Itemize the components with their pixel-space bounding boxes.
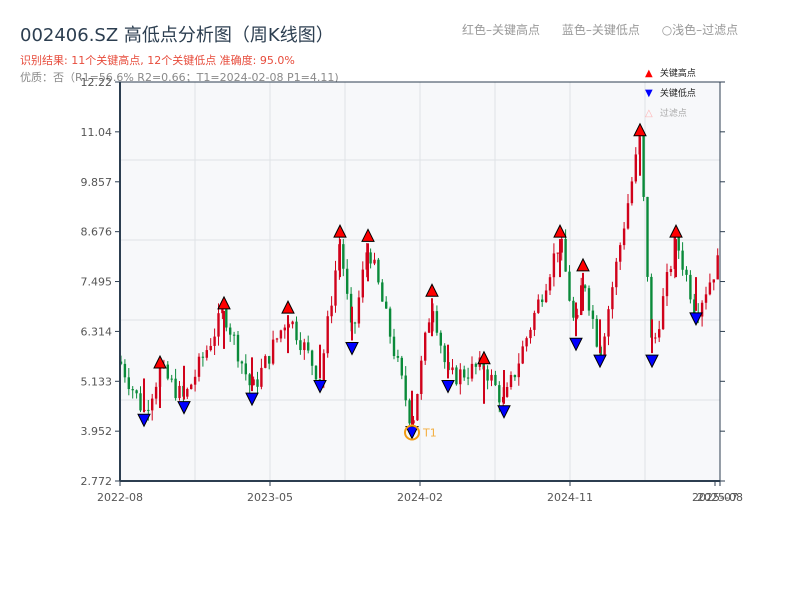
- key-high-marker: [281, 299, 295, 314]
- blue-legend-text: 蓝色–关键低点: [561, 23, 640, 37]
- x-tick-label: 2024-02: [397, 491, 443, 504]
- key-low-marker: [245, 392, 259, 407]
- y-tick-label: 6.314: [81, 325, 113, 338]
- key-high-marker: [217, 295, 231, 310]
- key-low-marker: [313, 379, 327, 394]
- axes: 2.772 3.952 5.133 6.314 7.495 8.676 9.857 11.04…: [81, 76, 743, 504]
- key-low-marker: [345, 341, 359, 356]
- key-low-marker: [689, 312, 703, 327]
- page-title: 002406.SZ 高低点分析图（周K线图）: [20, 25, 334, 46]
- y-tick-label: 9.857: [81, 176, 113, 189]
- key-low-marker: [441, 379, 455, 394]
- key-high-marker: [477, 350, 491, 365]
- key-low-marker: [177, 401, 191, 415]
- red-up-triangle-icon: ▲: [645, 68, 653, 79]
- legend-item-high: ▲ 关键高点: [645, 68, 696, 79]
- x-tick-label: 2025-07: [692, 491, 738, 504]
- key-high-marker: [576, 257, 590, 272]
- key-high-marker: [333, 223, 347, 238]
- y-tick-label: 7.495: [81, 276, 113, 289]
- key-high-marker: [633, 122, 647, 137]
- result-summary: 识别结果: 11个关键高点, 12个关键低点 准确度: 95.0%: [20, 54, 295, 67]
- x-tick-label: 2022-08: [97, 491, 143, 504]
- y-tick-label: 12.22: [81, 76, 113, 89]
- quality-summary: 优质：否（R1=56.6% R2=0.66；T1=2024-02-08 P1=4…: [20, 71, 339, 84]
- key-high-marker: [669, 223, 683, 238]
- y-tick-label: 5.133: [81, 375, 113, 388]
- x-tick-label: 2024-11: [547, 491, 593, 504]
- key-low-marker: [569, 337, 583, 352]
- red-legend-text: 红色–关键高点: [462, 23, 541, 37]
- x-tick-label: 2023-05: [247, 491, 293, 504]
- key-high-marker: [553, 223, 567, 238]
- key-high-marker: [153, 354, 167, 369]
- light-legend-text: ○浅色–过滤点: [661, 23, 739, 37]
- y-tick-label: 8.676: [81, 226, 113, 239]
- legend-item-low: ▼ 关键低点: [645, 88, 696, 99]
- key-low-marker: [497, 405, 511, 419]
- y-tick-label: 3.952: [81, 425, 113, 438]
- color-legend: 红色–关键高点 蓝色–关键低点 ○浅色–过滤点: [462, 21, 738, 38]
- key-high-marker: [361, 228, 375, 242]
- legend-item-filtered: △ 过滤点: [645, 108, 687, 119]
- key-high-marker: [425, 283, 439, 297]
- blue-down-triangle-icon: ▼: [645, 88, 653, 99]
- key-low-marker: [137, 413, 151, 428]
- t1-ring: [404, 424, 420, 441]
- x-tick-label: 2025-08: [697, 491, 743, 504]
- grid-lines: [120, 82, 720, 481]
- y-tick-label: 11.04: [81, 126, 113, 139]
- t1-label: T1: [422, 426, 437, 439]
- key-low-marker: [593, 354, 607, 369]
- markers: T1: [137, 122, 703, 441]
- y-tick-label: 2.772: [81, 475, 113, 488]
- light-up-triangle-icon: △: [645, 108, 653, 119]
- key-low-marker: [645, 354, 659, 369]
